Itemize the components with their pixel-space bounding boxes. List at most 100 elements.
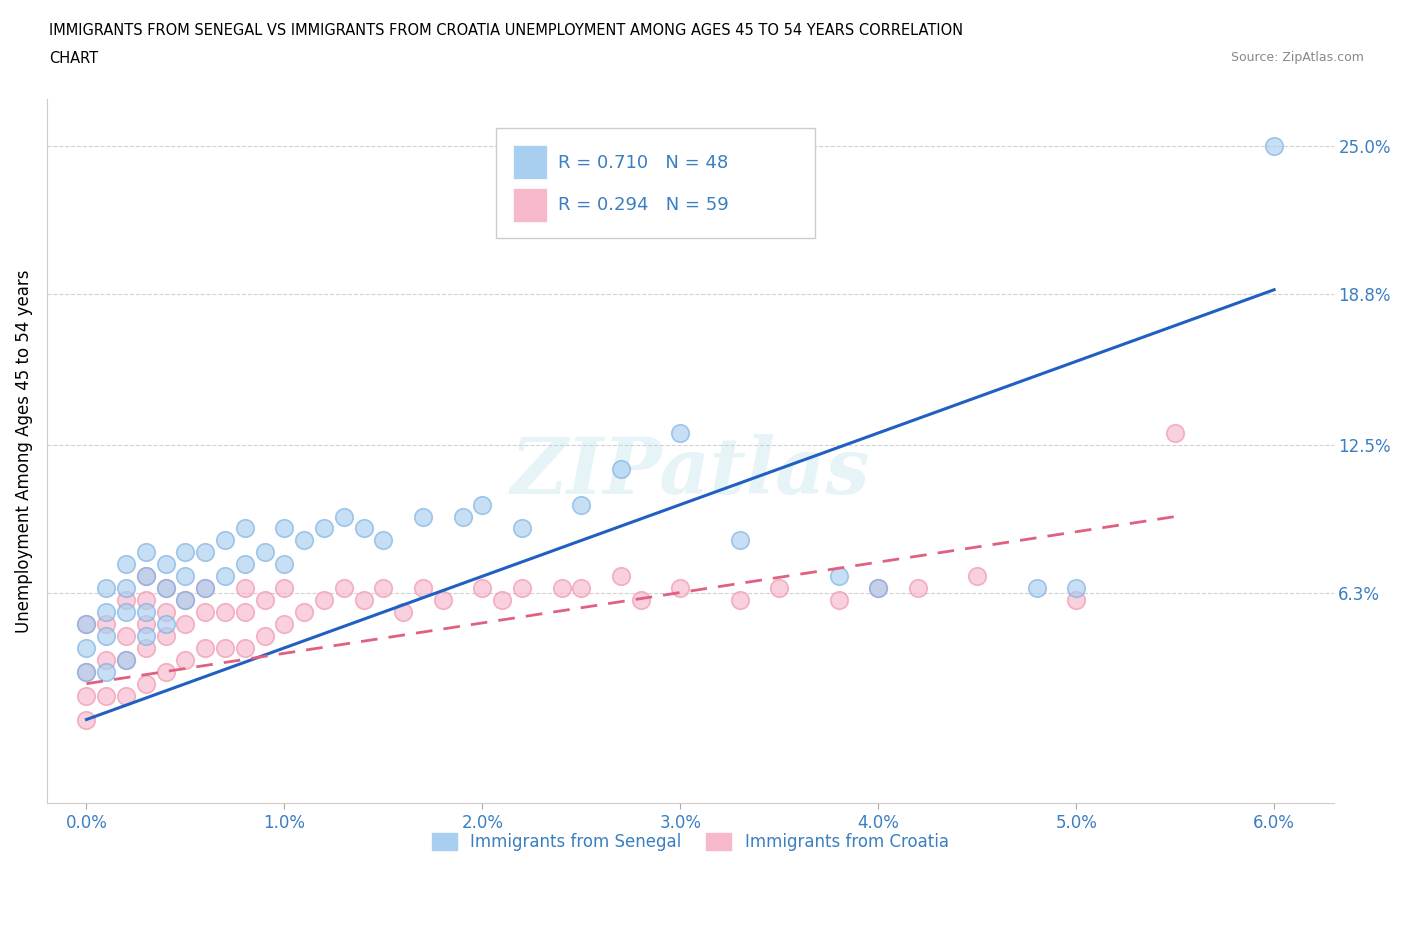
Point (253, 629, 276, 644)
Point (96, 604, 118, 619)
Point (135, 629, 157, 644)
Point (76, 664, 98, 679)
Point (510, 521, 533, 536)
Text: R = 0.710   N = 48: R = 0.710 N = 48 (558, 154, 728, 172)
Point (155, 604, 177, 619)
Point (868, 580, 890, 595)
Point (333, 509, 356, 524)
Point (669, 426, 692, 441)
Text: IMMIGRANTS FROM SENEGAL VS IMMIGRANTS FROM CROATIA UNEMPLOYMENT AMONG AGES 45 TO: IMMIGRANTS FROM SENEGAL VS IMMIGRANTS FR… (49, 23, 963, 38)
Point (292, 533, 315, 548)
Point (610, 569, 633, 584)
Point (273, 580, 295, 595)
Point (471, 580, 494, 595)
Point (728, 592, 751, 607)
Point (412, 580, 434, 595)
Point (96, 580, 118, 595)
Point (135, 641, 157, 656)
Point (233, 557, 256, 572)
Point (550, 580, 572, 595)
Point (174, 617, 197, 631)
Point (76, 641, 98, 656)
Point (728, 533, 751, 548)
Point (312, 521, 335, 536)
Point (373, 533, 395, 548)
Point (96, 629, 118, 644)
Point (392, 604, 415, 619)
Point (233, 604, 256, 619)
Point (96, 617, 118, 631)
Point (135, 569, 157, 584)
Point (451, 509, 474, 524)
Point (214, 533, 236, 548)
Point (115, 652, 138, 667)
Point (194, 545, 217, 560)
Point (214, 641, 236, 656)
Point (135, 545, 157, 560)
Point (273, 617, 295, 631)
Point (669, 580, 692, 595)
Point (155, 664, 177, 679)
Point (373, 580, 395, 595)
Point (966, 569, 988, 584)
Point (630, 592, 652, 607)
Point (827, 569, 849, 584)
Point (907, 580, 929, 595)
Legend: Immigrants from Senegal, Immigrants from Croatia: Immigrants from Senegal, Immigrants from… (425, 827, 955, 858)
Point (155, 629, 177, 644)
Point (76, 712, 98, 727)
Point (273, 557, 295, 572)
Point (115, 629, 138, 644)
Point (1064, 592, 1087, 607)
Point (1064, 580, 1087, 595)
Point (253, 592, 276, 607)
Text: CHART: CHART (49, 51, 98, 66)
Point (471, 498, 494, 512)
Point (174, 569, 197, 584)
Point (768, 580, 790, 595)
Point (174, 592, 197, 607)
Point (292, 604, 315, 619)
Point (135, 617, 157, 631)
Point (868, 580, 890, 595)
Point (174, 592, 197, 607)
Point (115, 652, 138, 667)
Point (135, 592, 157, 607)
Point (233, 580, 256, 595)
Point (155, 580, 177, 595)
Point (194, 604, 217, 619)
Point (353, 521, 375, 536)
Point (1164, 426, 1187, 441)
Text: ZIPatlas: ZIPatlas (510, 433, 870, 511)
Point (253, 545, 276, 560)
Point (1263, 139, 1285, 153)
Point (96, 688, 118, 703)
Point (135, 569, 157, 584)
Point (155, 580, 177, 595)
Text: R = 0.294   N = 59: R = 0.294 N = 59 (558, 196, 728, 214)
Point (273, 521, 295, 536)
Point (194, 580, 217, 595)
Point (115, 557, 138, 572)
Point (233, 641, 256, 656)
Point (115, 688, 138, 703)
Point (155, 557, 177, 572)
Point (194, 641, 217, 656)
Point (174, 545, 197, 560)
Point (135, 676, 157, 691)
Point (96, 664, 118, 679)
Point (333, 580, 356, 595)
Point (96, 652, 118, 667)
Point (569, 580, 592, 595)
Point (76, 617, 98, 631)
Point (76, 688, 98, 703)
Point (827, 592, 849, 607)
Point (76, 664, 98, 679)
Point (76, 617, 98, 631)
Point (233, 521, 256, 536)
Point (214, 569, 236, 584)
Point (155, 617, 177, 631)
Point (115, 604, 138, 619)
Point (610, 461, 633, 476)
Point (353, 592, 375, 607)
